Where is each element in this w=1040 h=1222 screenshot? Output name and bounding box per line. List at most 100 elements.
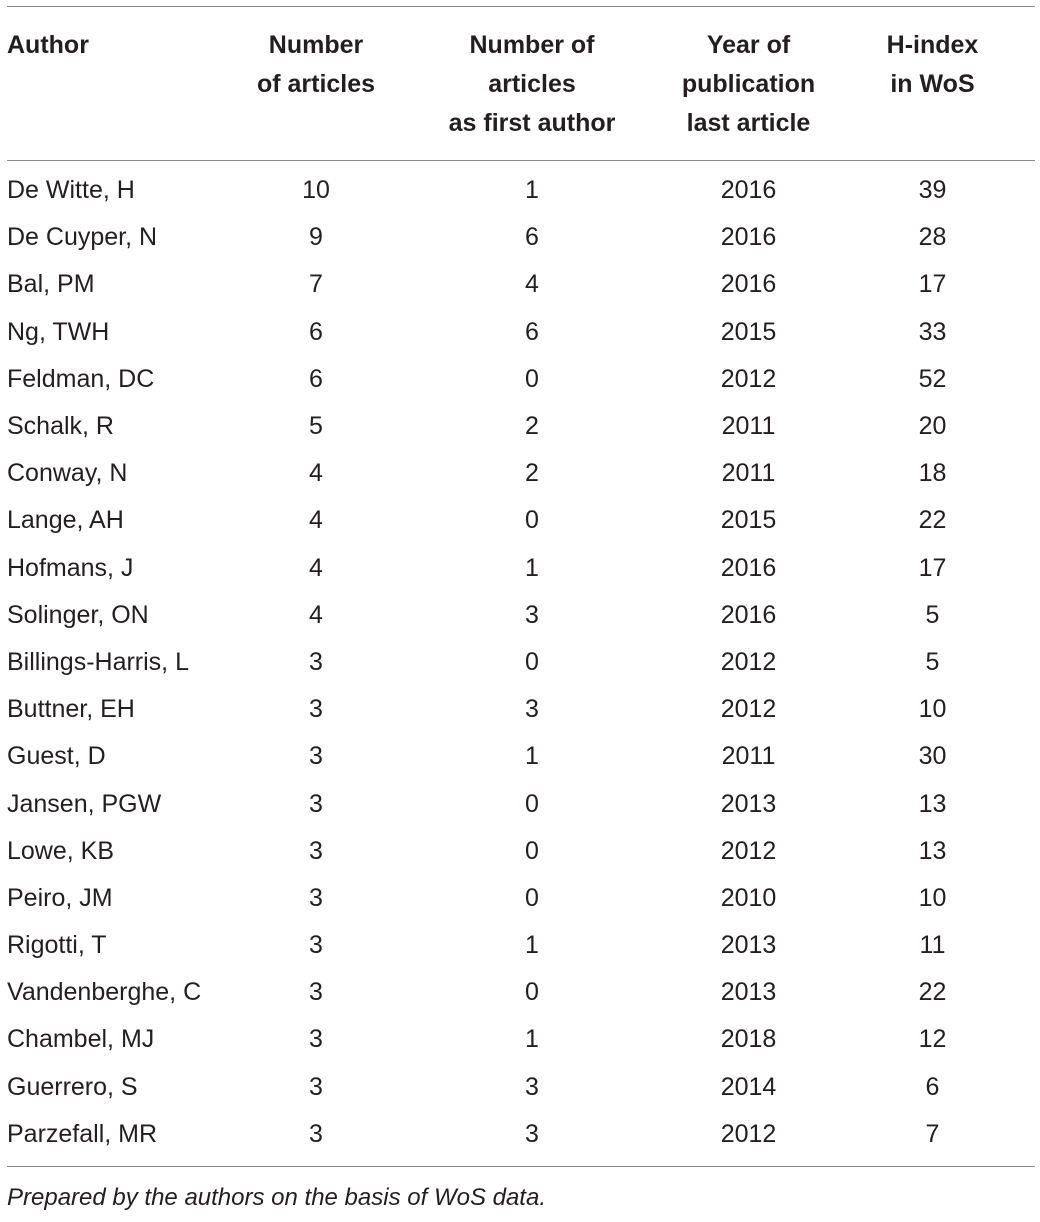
h-index-cell: 17 <box>918 553 947 582</box>
author-cell: Vandenberghe, C <box>7 978 202 1007</box>
first-author-cell: 3 <box>525 695 539 724</box>
author-cell: Solinger, ON <box>7 600 149 629</box>
table-row: Parzefall, MR 3 3 2012 7 <box>7 1111 1035 1167</box>
author-cell: De Cuyper, N <box>7 223 158 252</box>
table-row: Guerrero, S 3 3 2014 6 <box>7 1064 1035 1111</box>
table-row: Jansen, PGW 3 0 2013 13 <box>7 780 1035 827</box>
articles-cell: 5 <box>309 412 323 441</box>
year-cell: 2016 <box>720 553 777 582</box>
author-cell: Chambel, MJ <box>7 1025 155 1054</box>
articles-cell: 3 <box>309 1072 323 1101</box>
column-header-line: Number of <box>469 31 595 59</box>
author-cell: Peiro, JM <box>7 883 113 912</box>
h-index-cell: 12 <box>918 1025 947 1054</box>
year-cell: 2018 <box>720 1025 777 1054</box>
column-header-line: Number <box>268 31 364 59</box>
first-author-cell: 0 <box>525 978 539 1007</box>
year-cell: 2011 <box>721 412 776 441</box>
first-author-cell: 3 <box>525 1072 539 1101</box>
author-cell: Feldman, DC <box>7 364 155 393</box>
articles-cell: 4 <box>309 600 323 629</box>
author-cell: Jansen, PGW <box>7 789 162 818</box>
articles-cell: 3 <box>309 647 323 676</box>
table-row: Chambel, MJ 3 1 2018 12 <box>7 1016 1035 1063</box>
h-index-cell: 5 <box>925 647 940 676</box>
author-cell: Schalk, R <box>7 412 114 441</box>
first-author-cell: 1 <box>525 553 539 582</box>
year-cell: 2010 <box>720 883 777 912</box>
table-row: Lowe, KB 3 0 2012 13 <box>7 828 1035 875</box>
author-cell: Guerrero, S <box>7 1072 138 1101</box>
author-cell: Buttner, EH <box>7 695 135 724</box>
h-index-cell: 10 <box>918 695 947 724</box>
table-row: Peiro, JM 3 0 2010 10 <box>7 875 1035 922</box>
column-header-last-publication-year: Year of publication last article <box>667 7 830 161</box>
h-index-cell: 11 <box>919 931 946 960</box>
articles-cell: 9 <box>309 223 323 252</box>
table-row: Guest, D 3 1 2011 30 <box>7 733 1035 780</box>
h-index-cell: 10 <box>918 883 947 912</box>
h-index-cell: 13 <box>918 789 947 818</box>
header-row: Author Number of articles Number of articles… <box>7 6 1035 161</box>
articles-cell: 3 <box>309 883 323 912</box>
table-row: Rigotti, T 3 1 2013 11 <box>7 922 1035 969</box>
year-cell: 2015 <box>720 506 777 535</box>
table-row: Lange, AH 4 0 2015 22 <box>7 497 1035 544</box>
first-author-cell: 4 <box>525 270 539 299</box>
h-index-cell: 22 <box>918 506 947 535</box>
author-cell: Conway, N <box>7 459 128 488</box>
first-author-cell: 0 <box>525 836 539 865</box>
first-author-cell: 0 <box>525 647 539 676</box>
articles-cell: 3 <box>309 931 323 960</box>
h-index-cell: 33 <box>918 317 947 346</box>
table-row: De Cuyper, N 9 6 2016 28 <box>7 214 1035 261</box>
first-author-cell: 2 <box>525 412 539 441</box>
articles-cell: 4 <box>309 459 323 488</box>
year-cell: 2014 <box>720 1072 777 1101</box>
column-header-line: Author <box>7 31 89 59</box>
table-row: Ng, TWH 6 6 2015 33 <box>7 309 1035 356</box>
h-index-cell: 18 <box>918 459 947 488</box>
first-author-cell: 6 <box>525 317 539 346</box>
articles-cell: 4 <box>309 506 323 535</box>
articles-cell: 4 <box>309 553 323 582</box>
year-cell: 2012 <box>720 647 777 676</box>
author-cell: Rigotti, T <box>7 931 107 960</box>
h-index-cell: 22 <box>918 978 947 1007</box>
h-index-cell: 7 <box>925 1119 940 1148</box>
author-cell: Lange, AH <box>7 506 124 535</box>
first-author-cell: 1 <box>525 176 539 205</box>
column-header-line: articles <box>488 70 576 98</box>
first-author-cell: 1 <box>525 742 539 771</box>
table-row: Vandenberghe, C 3 0 2013 22 <box>7 969 1035 1016</box>
h-index-cell: 13 <box>918 836 947 865</box>
first-author-cell: 1 <box>525 931 539 960</box>
author-cell: Guest, D <box>7 742 106 771</box>
h-index-cell: 20 <box>918 412 947 441</box>
h-index-cell: 17 <box>918 270 947 299</box>
table-row: Hofmans, J 4 1 2016 17 <box>7 545 1035 592</box>
h-index-cell: 28 <box>918 223 947 252</box>
first-author-cell: 0 <box>525 789 539 818</box>
column-header-line: as first author <box>448 109 616 137</box>
table-header: Author Number of articles Number of articles… <box>7 6 1035 161</box>
articles-cell: 6 <box>309 317 323 346</box>
articles-cell: 3 <box>309 1119 323 1148</box>
column-header-h-index: H-index in WoS <box>830 7 1035 161</box>
year-cell: 2012 <box>720 1119 777 1148</box>
author-cell: Hofmans, J <box>7 553 134 582</box>
first-author-cell: 1 <box>525 1025 539 1054</box>
table-row: Conway, N 4 2 2011 18 <box>7 450 1035 497</box>
h-index-cell: 5 <box>925 600 940 629</box>
articles-cell: 3 <box>309 978 323 1007</box>
column-header-line: last article <box>686 109 811 137</box>
first-author-cell: 2 <box>525 459 539 488</box>
table-row: Bal, PM 7 4 2016 17 <box>7 261 1035 308</box>
articles-cell: 3 <box>309 836 323 865</box>
table-body: De Witte, H 10 1 2016 39 De Cuyper, N 9 6 2016 28… <box>7 161 1035 1167</box>
column-header-author: Author <box>7 7 235 161</box>
year-cell: 2013 <box>720 931 777 960</box>
year-cell: 2016 <box>720 223 777 252</box>
h-index-cell: 39 <box>918 176 947 205</box>
table-row: Billings-Harris, L 3 0 2012 5 <box>7 639 1035 686</box>
